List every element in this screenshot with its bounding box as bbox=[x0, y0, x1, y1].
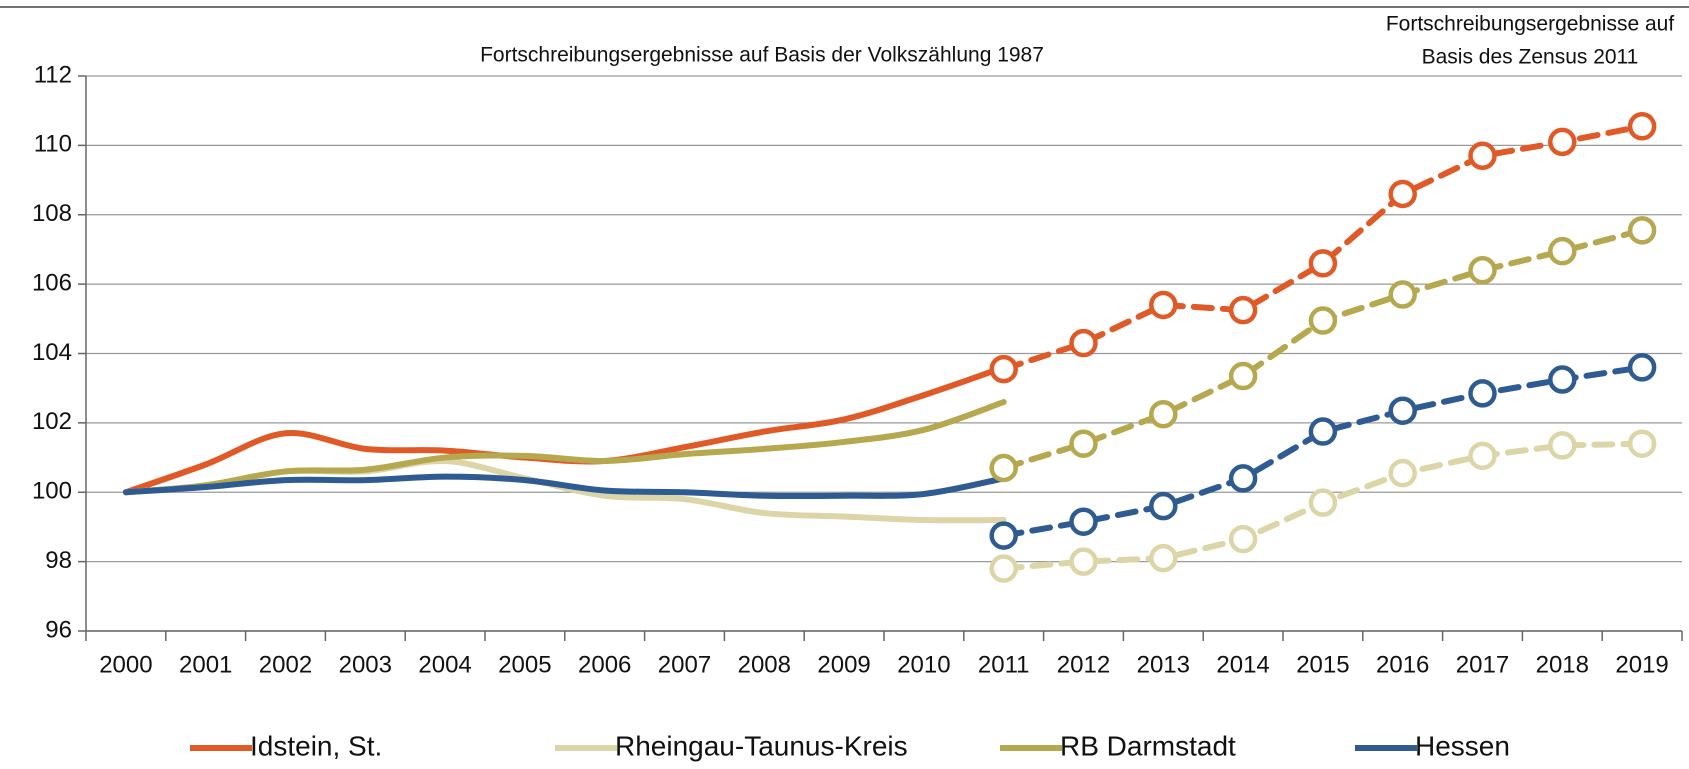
census-point bbox=[1627, 429, 1657, 458]
x-tick-label: 2001 bbox=[179, 651, 232, 678]
x-tick-label: 2013 bbox=[1137, 651, 1190, 678]
x-tick-label: 2016 bbox=[1376, 651, 1429, 678]
x-tick-label: 2004 bbox=[418, 651, 471, 678]
x-tick-label: 2006 bbox=[578, 651, 631, 678]
census-point bbox=[1388, 179, 1417, 209]
legend-label: RB Darmstadt bbox=[1060, 730, 1236, 761]
census-point bbox=[989, 521, 1018, 550]
census-point bbox=[1388, 458, 1417, 488]
x-tick-label: 2005 bbox=[498, 651, 551, 678]
x-tick-label: 2018 bbox=[1536, 651, 1589, 678]
y-tick-label: 96 bbox=[45, 616, 72, 643]
census-point bbox=[1548, 431, 1577, 460]
census-point bbox=[1468, 141, 1497, 171]
census-point bbox=[1149, 491, 1178, 521]
census-point bbox=[1388, 280, 1417, 309]
y-tick-label: 100 bbox=[32, 478, 72, 505]
legend-label: Hessen bbox=[1415, 730, 1510, 761]
x-tick-label: 2010 bbox=[897, 651, 950, 678]
annotation: Basis des Zensus 2011 bbox=[1422, 46, 1639, 69]
x-tick-label: 2012 bbox=[1057, 651, 1110, 678]
census-point bbox=[1548, 365, 1577, 394]
annotation: Fortschreibungsergebnisse auf bbox=[1386, 13, 1674, 36]
x-tick-label: 2000 bbox=[99, 651, 152, 678]
census-point bbox=[1228, 361, 1258, 391]
census-point bbox=[1468, 379, 1497, 408]
census-point bbox=[1627, 353, 1657, 382]
x-tick-label: 2019 bbox=[1615, 651, 1668, 678]
census-point bbox=[1069, 507, 1098, 536]
census-line bbox=[1000, 123, 1646, 373]
census-point bbox=[1388, 396, 1417, 425]
census-point bbox=[1228, 295, 1258, 325]
census-point bbox=[1308, 249, 1338, 278]
x-tick-label: 2008 bbox=[738, 651, 791, 678]
census-point bbox=[1149, 543, 1178, 573]
census-point bbox=[1548, 127, 1577, 157]
census-point bbox=[989, 554, 1018, 583]
census-point bbox=[1468, 256, 1497, 285]
census-point bbox=[1308, 306, 1338, 335]
x-tick-label: 2003 bbox=[339, 651, 392, 678]
x-tick-label: 2002 bbox=[259, 651, 312, 678]
census-point bbox=[1308, 417, 1338, 446]
census-point bbox=[1468, 441, 1497, 471]
census-point bbox=[1228, 464, 1258, 493]
series-line bbox=[122, 457, 1007, 524]
census-point bbox=[1069, 429, 1098, 458]
y-tick-label: 106 bbox=[32, 269, 72, 296]
y-tick-label: 104 bbox=[32, 339, 72, 366]
census-point bbox=[1069, 328, 1098, 358]
census-point bbox=[1548, 236, 1577, 266]
y-tick-label: 108 bbox=[32, 200, 72, 227]
y-tick-label: 112 bbox=[34, 61, 72, 88]
census-point bbox=[989, 453, 1018, 483]
annotation: Fortschreibungsergebnisse auf Basis der … bbox=[480, 44, 1044, 67]
y-tick-label: 102 bbox=[32, 408, 72, 435]
census-point bbox=[1149, 399, 1178, 429]
x-tick-label: 2009 bbox=[817, 651, 870, 678]
x-tick-label: 2007 bbox=[658, 651, 711, 678]
x-tick-label: 2014 bbox=[1216, 651, 1269, 678]
series-line bbox=[122, 473, 1007, 500]
census-point bbox=[1627, 112, 1657, 141]
legend-label: Rheingau-Taunus-Kreis bbox=[615, 730, 908, 761]
y-tick-label: 110 bbox=[34, 131, 72, 158]
y-tick-label: 98 bbox=[45, 547, 72, 574]
census-point bbox=[1308, 488, 1338, 517]
census-point bbox=[1627, 216, 1657, 245]
census-point bbox=[1228, 524, 1258, 554]
x-tick-label: 2011 bbox=[978, 651, 1030, 678]
series-line bbox=[122, 399, 1007, 496]
census-point bbox=[1149, 290, 1178, 320]
census-point bbox=[989, 354, 1018, 384]
x-tick-label: 2017 bbox=[1456, 651, 1509, 678]
census-point bbox=[1069, 547, 1098, 576]
legend-label: Idstein, St. bbox=[250, 730, 382, 761]
x-tick-label: 2015 bbox=[1296, 651, 1349, 678]
